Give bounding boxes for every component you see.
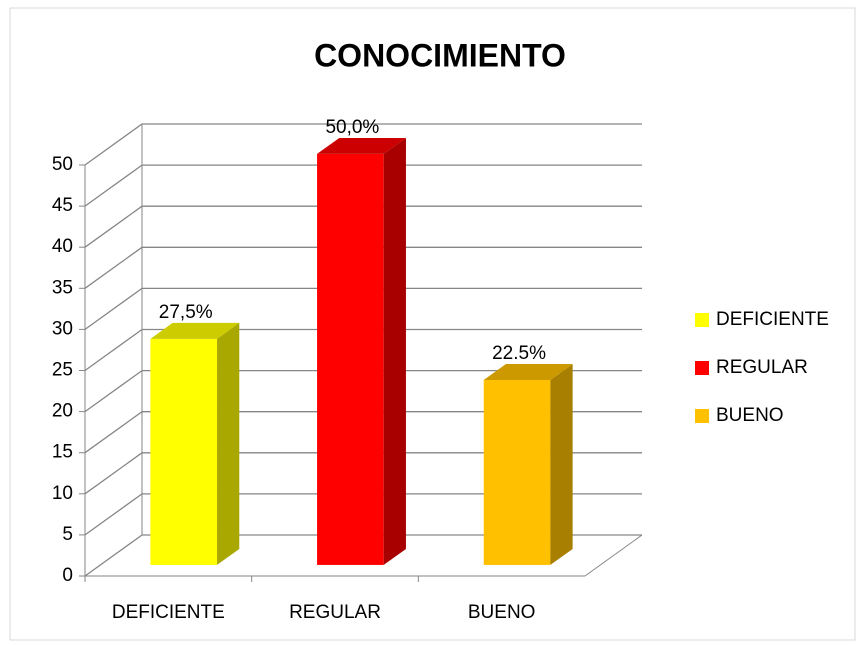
legend-label: REGULAR [716,357,808,378]
bar [150,338,218,565]
bar [483,379,551,565]
y-tick-label: 25 [52,360,73,381]
legend-label: BUENO [716,405,784,426]
y-tick-label: 0 [62,565,73,586]
x-tick-label: BUENO [468,602,536,623]
grid-line [84,287,642,330]
legend-swatch [695,361,709,375]
bar [317,153,384,565]
bar-side [383,137,406,565]
y-tick-label: 50 [52,154,73,175]
grid-line [84,452,642,495]
bar-side [217,322,240,565]
legend-swatch [695,313,709,327]
grid-line [84,493,642,536]
y-tick-label: 10 [52,483,73,504]
grid-line [84,123,642,166]
data-label: 50,0% [325,117,379,138]
y-tick-label: 45 [52,195,73,216]
data-label: 22.5% [492,343,546,364]
grid-line [84,534,642,577]
grid-line [84,411,642,454]
grid-line [84,205,642,248]
grid-line [84,246,642,289]
y-tick-label: 30 [52,318,73,339]
bar-side [550,363,573,565]
grid-line [84,328,642,372]
grid-line [84,369,642,413]
chart-title: CONOCIMIENTO [314,37,566,73]
bar-top [150,322,240,339]
data-label: 27,5% [159,302,213,323]
y-tick-label: 40 [52,236,73,257]
x-tick-label: DEFICIENTE [112,602,225,623]
grid-line [84,164,642,207]
y-tick-label: 15 [52,442,73,463]
axis-line [584,534,643,577]
y-tick-label: 5 [62,524,73,545]
bar-top [483,363,573,380]
y-tick-label: 20 [52,401,73,422]
legend-label: DEFICIENTE [716,309,829,330]
bar-top [317,137,406,154]
legend-swatch [695,409,709,423]
y-tick-label: 35 [52,277,73,298]
x-tick-label: REGULAR [289,602,381,623]
